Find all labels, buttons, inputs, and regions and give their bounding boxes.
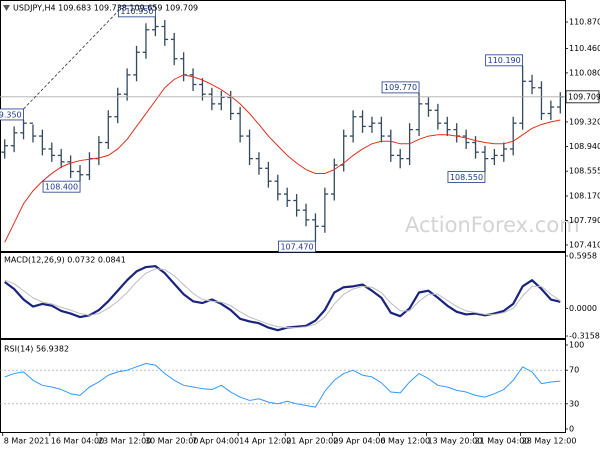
y-tick-label: 109.320 [569,117,600,126]
x-tick-label: 23 Mar 12:00 [98,437,151,446]
x-tick-label: 14 Apr 12:00 [239,437,291,446]
y-tick-label: 110.080 [569,68,600,77]
y-tick-label: 110.870 [569,18,600,27]
x-tick-label: 6 May 12:00 [380,437,430,446]
panel-title: USDJPY,H4 109.683 109.738 109.659 109.70… [13,4,198,13]
annotation-box [381,81,420,94]
annotation-label: 109.350 [0,110,22,119]
y-tick-label: 0.5958 [569,252,597,261]
y-tick-label: 108.555 [569,167,600,176]
panel-title: RSI(14) 56.9382 [4,345,69,354]
x-tick-label: 21 Apr 20:00 [286,437,338,446]
panel-title: MACD(12,26,9) 0.0732 0.0841 [4,256,126,265]
annotation-label: 107.470 [280,242,313,251]
x-tick-label: 8 Mar 2021 [4,437,50,446]
watermark: ActionForex.com [405,213,580,237]
series-line [4,268,561,329]
x-tick-label: 13 May 20:00 [427,437,482,446]
y-tick-label: 0.0000 [569,304,597,313]
y-tick-label: 100 [569,341,584,350]
series-line [4,362,561,408]
annotation-label: 110.190 [488,56,521,65]
annotation-box [485,54,524,67]
last-price-label: 109.709 [568,92,600,101]
y-tick-label: 70 [569,366,579,375]
x-tick-label: 28 May 12:00 [522,437,577,446]
x-tick-label: 16 Mar 04:00 [51,437,104,446]
rsi-panel [0,339,566,433]
x-tick-label: 7 Apr 04:00 [192,437,239,446]
annotation-label: 110.950 [120,7,153,16]
annotation-box [447,171,486,183]
series-line [4,265,561,332]
y-tick-label: -0.3158 [569,332,600,341]
y-tick-label: 0 [569,425,574,434]
annotation-box [42,180,81,193]
y-tick-label: 107.410 [569,240,600,249]
annotation-box [278,240,316,253]
annotation-label: 108.550 [450,173,483,182]
last-price-box [565,90,600,104]
x-tick-label: 29 Apr 04:00 [333,437,385,446]
x-tick-label: 21 May 04:00 [475,437,530,446]
y-tick-label: 108.170 [569,191,600,200]
y-tick-label: 108.940 [569,142,600,151]
moving-average [4,74,561,243]
y-tick-label: 110.460 [569,44,600,53]
y-tick-label: 30 [569,399,579,408]
x-tick-label: 30 Mar 20:00 [145,437,198,446]
trend-line [23,10,119,110]
y-tick-label: 107.790 [569,216,600,225]
annotation-label: 108.400 [45,182,78,191]
annotation-box [0,108,24,121]
symbol-icon [3,5,10,11]
annotation-label: 109.770 [384,83,417,92]
